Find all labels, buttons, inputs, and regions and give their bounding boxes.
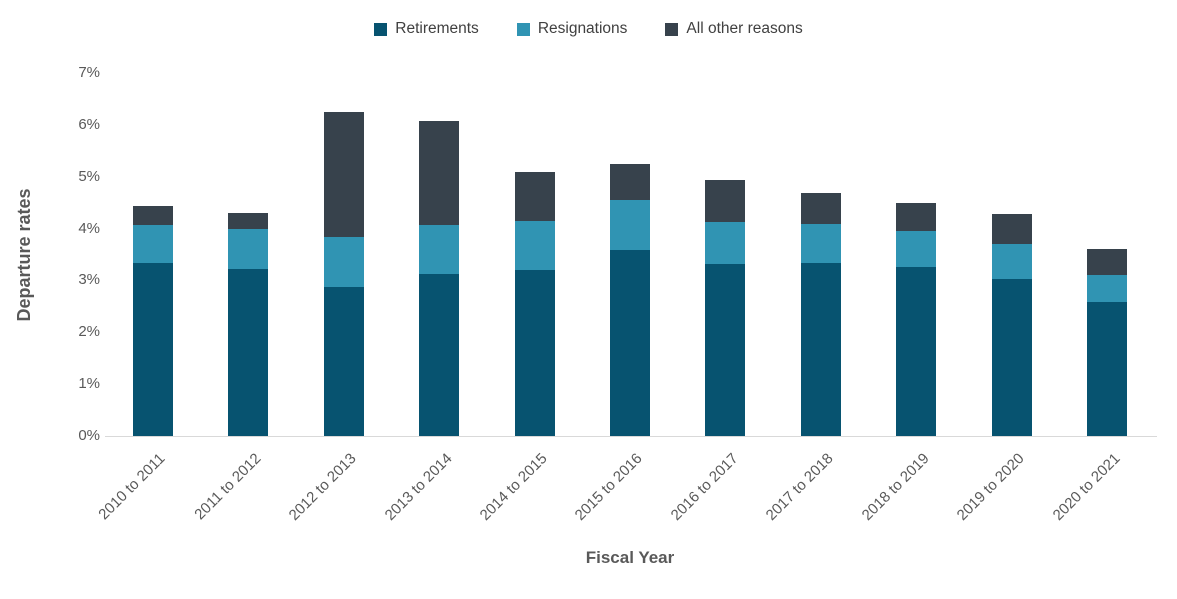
- bar-segment-all-other-reasons: [705, 179, 746, 222]
- legend-label-all-other-reasons: All other reasons: [686, 20, 803, 37]
- x-tick-label: 2018 to 2019: [858, 450, 933, 524]
- y-tick-label: 7%: [78, 64, 100, 81]
- bar-segment-retirements: [1087, 301, 1128, 436]
- x-tick-label: 2020 to 2021: [1049, 450, 1124, 524]
- bar-segment-retirements: [514, 270, 555, 436]
- legend-label-resignations: Resignations: [537, 20, 628, 37]
- y-tick-label: 2%: [78, 323, 100, 341]
- y-tick-label: 4%: [78, 219, 100, 237]
- bar-segment-retirements: [991, 278, 1032, 436]
- x-tick-label: 2016 to 2017: [667, 450, 742, 524]
- bar-segment-retirements: [610, 249, 650, 436]
- bar-segment-all-other-reasons: [991, 214, 1032, 245]
- x-tick-label: 2017 to 2018: [762, 450, 837, 524]
- legend-label-retirements: Retirements: [395, 20, 479, 37]
- y-tick-label: 1%: [78, 375, 100, 393]
- bar-segment-all-other-reasons: [323, 112, 364, 237]
- y-tick-label: 0%: [78, 427, 100, 444]
- x-tick-label: 2019 to 2020: [953, 450, 1028, 524]
- bar-segment-retirements: [419, 273, 460, 436]
- bar-segment-all-other-reasons: [610, 164, 650, 200]
- bar-segment-resignations: [991, 244, 1032, 279]
- y-tick-label: 5%: [78, 167, 100, 185]
- bar-segment-resignations: [896, 231, 937, 268]
- all-other-reasons-swatch-icon: [665, 22, 679, 36]
- legend-item-resignations: Resignations: [516, 20, 628, 38]
- bar-segment-resignations: [1087, 274, 1128, 302]
- legend-item-retirements: Retirements: [374, 20, 479, 38]
- bar-segment-resignations: [705, 221, 746, 264]
- bar-segment-resignations: [132, 225, 173, 264]
- y-axis-title: Departure rates: [14, 188, 34, 322]
- bar-segment-all-other-reasons: [228, 212, 269, 229]
- bar-segment-retirements: [896, 267, 937, 436]
- y-tick-label: 6%: [78, 115, 100, 133]
- x-tick-label: 2012 to 2013: [285, 450, 360, 524]
- x-axis-line: [105, 436, 1157, 437]
- y-tick-label: 3%: [78, 271, 100, 289]
- x-tick-label: 2013 to 2014: [381, 450, 456, 524]
- x-tick-label: 2015 to 2016: [572, 450, 647, 524]
- bar-segment-retirements: [800, 263, 841, 436]
- bar-segment-all-other-reasons: [419, 121, 460, 226]
- x-tick-label: 2014 to 2015: [476, 450, 551, 524]
- bar-segment-resignations: [228, 228, 269, 270]
- bar-segment-resignations: [323, 236, 364, 288]
- bar-segment-retirements: [228, 269, 269, 436]
- bar-segment-all-other-reasons: [1087, 248, 1128, 275]
- bar-segment-resignations: [419, 225, 460, 274]
- bar-segment-all-other-reasons: [896, 203, 937, 232]
- bar-segment-retirements: [323, 287, 364, 436]
- retirements-swatch-icon: [374, 22, 388, 36]
- bar-segment-resignations: [800, 223, 841, 264]
- bar-segment-retirements: [132, 263, 173, 436]
- chart-legend: Retirements Resignations All other reaso…: [0, 20, 1177, 38]
- bar-segment-all-other-reasons: [800, 193, 841, 224]
- resignations-swatch-icon: [516, 22, 530, 36]
- bar-segment-all-other-reasons: [514, 171, 555, 222]
- bar-segment-resignations: [610, 199, 650, 250]
- x-tick-label: 2010 to 2011: [95, 450, 169, 524]
- bar-segment-retirements: [705, 263, 746, 436]
- bar-segment-all-other-reasons: [132, 205, 173, 226]
- x-axis-title: Fiscal Year: [585, 548, 675, 567]
- bar-segment-resignations: [514, 221, 555, 271]
- legend-item-all-other-reasons: All other reasons: [665, 20, 803, 38]
- plot-area: [105, 73, 1155, 436]
- x-tick-label: 2011 to 2012: [191, 450, 265, 524]
